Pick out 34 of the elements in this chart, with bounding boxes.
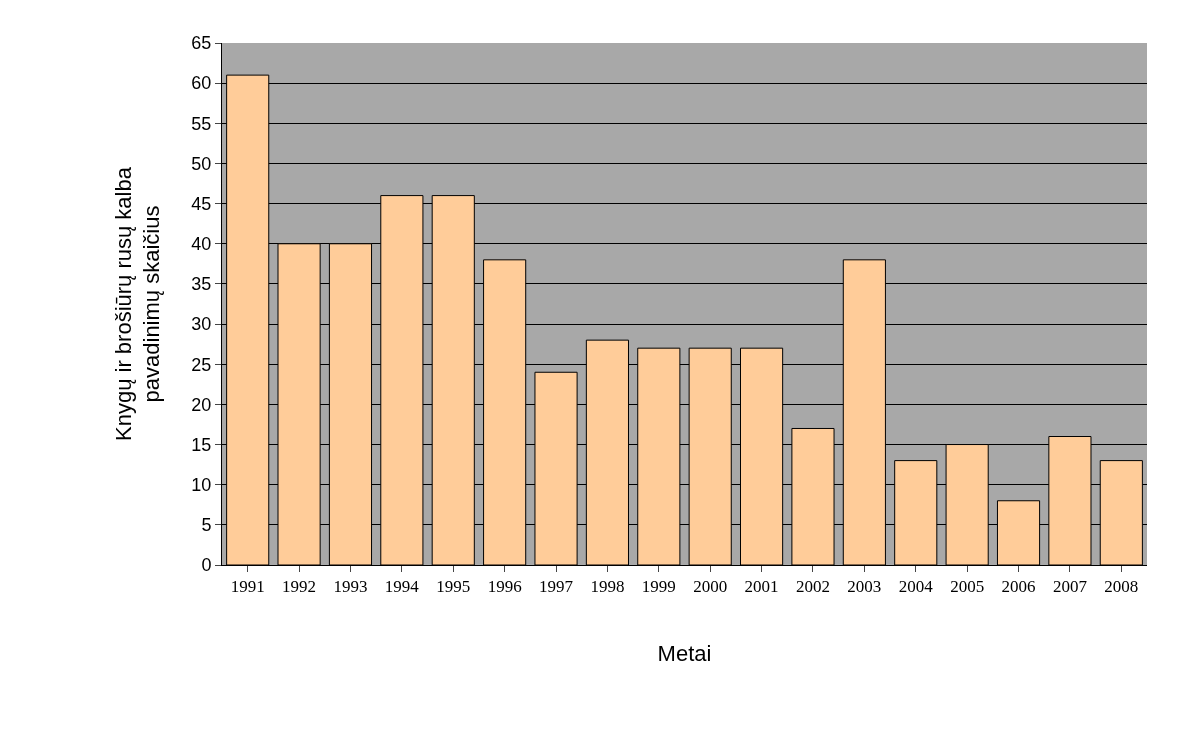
x-tick-label: 1993 (333, 577, 368, 597)
x-tick-label: 1997 (539, 577, 574, 597)
x-tick-label: 2005 (950, 577, 985, 597)
y-tick-label: 40 (191, 234, 212, 255)
y-axis-title: Knygų ir brošiūrų rusų kalba pavadinimų skaičius (110, 166, 165, 441)
x-tick-label: 2000 (693, 577, 728, 597)
x-tick-label: 1998 (590, 577, 625, 597)
x-tick-label: 2004 (898, 577, 934, 597)
x-tick-label: 1991 (230, 577, 265, 597)
x-tick-label: 2008 (1104, 577, 1139, 597)
x-axis-title: Metai (657, 641, 712, 667)
x-tick-label: 1995 (436, 577, 471, 597)
x-tick-label: 2001 (744, 577, 779, 597)
x-tick-label: 2003 (847, 577, 882, 597)
y-tick-label: 5 (201, 515, 212, 536)
y-tick-label: 50 (191, 153, 212, 174)
x-tick-label: 1996 (487, 577, 522, 597)
y-tick-label: 0 (201, 555, 212, 576)
y-tick-label: 10 (191, 474, 212, 495)
y-tick-label: 35 (191, 274, 212, 295)
x-tick-label: 1999 (641, 577, 676, 597)
x-tick-label: 2006 (1001, 577, 1036, 597)
y-tick-label: 20 (191, 394, 212, 415)
y-tick-label: 30 (191, 314, 212, 335)
y-tick-label: 25 (191, 354, 212, 375)
y-tick-label: 15 (191, 434, 212, 455)
x-tick-label: 2002 (795, 577, 830, 597)
y-tick-label: 65 (191, 33, 212, 54)
x-tick-label: 2007 (1052, 577, 1088, 597)
y-tick-label: 55 (191, 113, 212, 134)
x-tick-label: 1992 (282, 577, 317, 597)
y-tick-label: 60 (191, 73, 212, 94)
y-tick-label: 45 (191, 193, 212, 214)
x-tick-label: 1994 (384, 577, 420, 597)
